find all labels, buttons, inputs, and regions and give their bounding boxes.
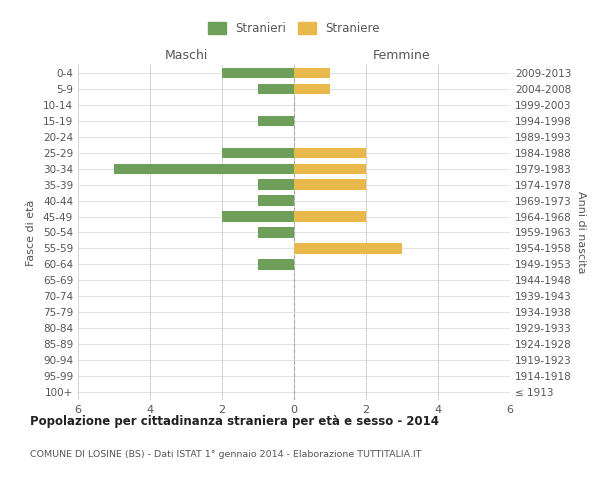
Bar — [222, 212, 294, 222]
Bar — [258, 196, 294, 206]
Bar — [258, 228, 294, 237]
Bar — [294, 180, 366, 190]
Bar — [258, 116, 294, 126]
Bar — [294, 212, 366, 222]
Text: Maschi: Maschi — [164, 49, 208, 62]
Text: Femmine: Femmine — [373, 49, 431, 62]
Bar — [294, 68, 330, 78]
Bar — [294, 148, 366, 158]
Bar — [258, 84, 294, 94]
Bar — [294, 244, 402, 254]
Bar — [258, 180, 294, 190]
Bar — [294, 164, 366, 174]
Text: Popolazione per cittadinanza straniera per età e sesso - 2014: Popolazione per cittadinanza straniera p… — [30, 415, 439, 428]
Text: COMUNE DI LOSINE (BS) - Dati ISTAT 1° gennaio 2014 - Elaborazione TUTTITALIA.IT: COMUNE DI LOSINE (BS) - Dati ISTAT 1° ge… — [30, 450, 421, 459]
Bar — [222, 148, 294, 158]
Bar — [222, 68, 294, 78]
Bar — [258, 259, 294, 270]
Bar — [114, 164, 294, 174]
Bar — [294, 84, 330, 94]
Y-axis label: Anni di nascita: Anni di nascita — [575, 191, 586, 274]
Y-axis label: Fasce di età: Fasce di età — [26, 200, 36, 266]
Legend: Stranieri, Straniere: Stranieri, Straniere — [203, 18, 385, 40]
